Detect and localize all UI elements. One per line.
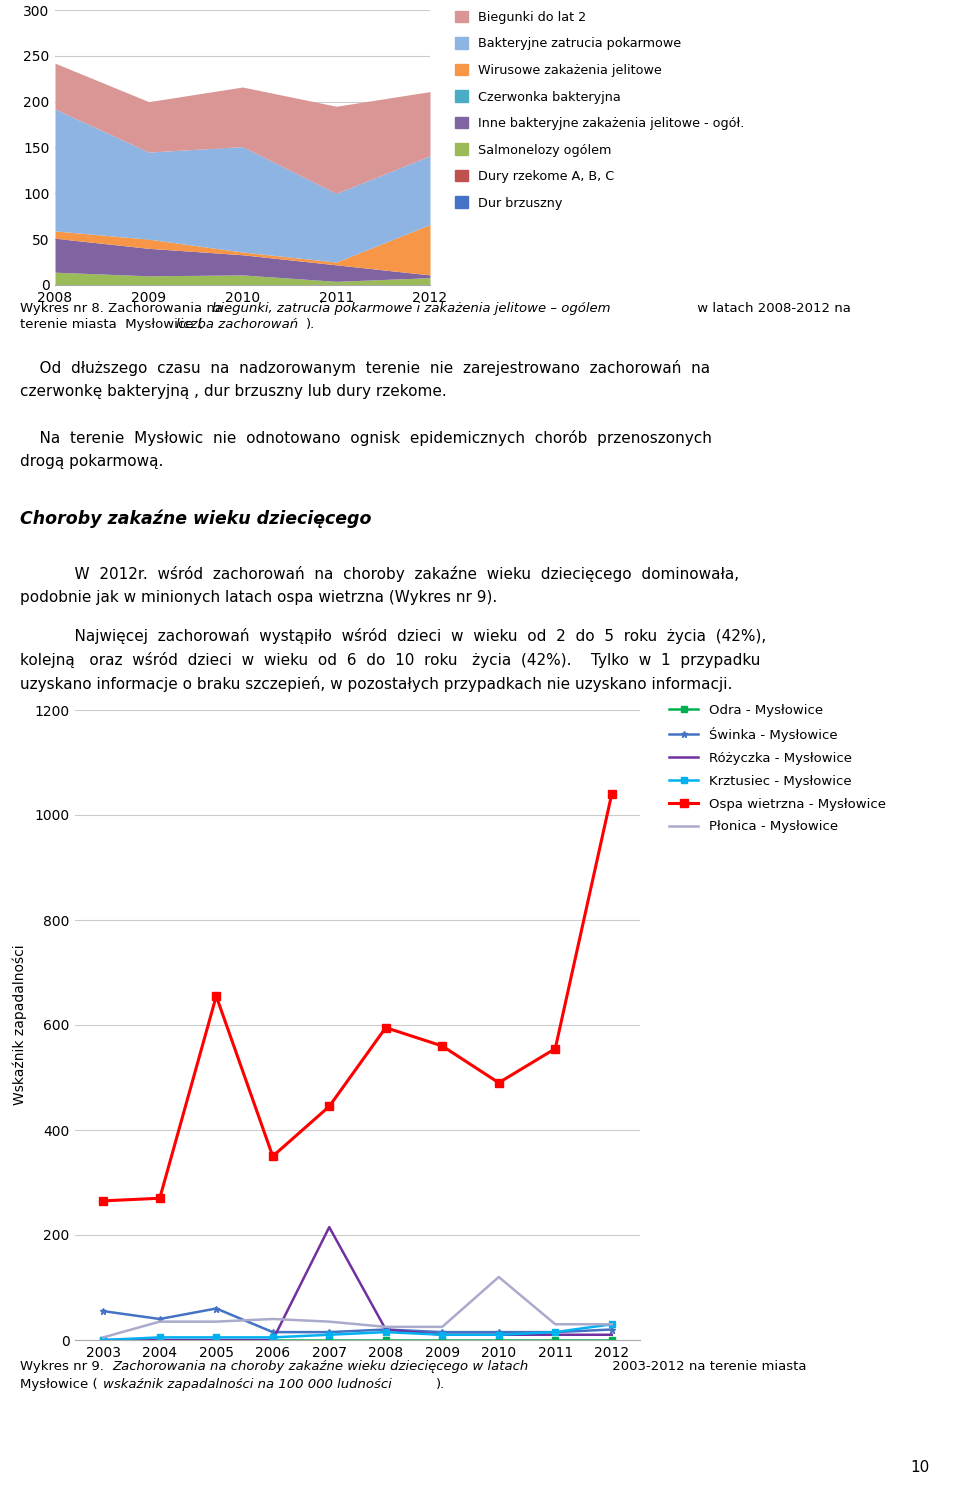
Text: W  2012r.  wśród  zachorowań  na  choroby  zakaźne  wieku  dziecięcego  dominowa: W 2012r. wśród zachorowań na choroby zak… — [55, 565, 739, 582]
Ospa wietrzna - Mysłowice — [210, 987, 222, 1005]
Różyczka - Mysłowice — [493, 1325, 505, 1343]
Text: 2003-2012 na terenie miasta: 2003-2012 na terenie miasta — [608, 1360, 806, 1373]
Line: Świnka - Mysłowice: Świnka - Mysłowice — [100, 1305, 615, 1336]
Text: terenie miasta  Mysłowice (: terenie miasta Mysłowice ( — [20, 319, 203, 331]
Krztusiec - Mysłowice — [154, 1328, 165, 1346]
Płonica - Mysłowice — [210, 1312, 222, 1330]
Świnka - Mysłowice — [493, 1322, 505, 1340]
Płonica - Mysłowice — [493, 1269, 505, 1287]
Ospa wietrzna - Mysłowice — [493, 1074, 505, 1092]
Różyczka - Mysłowice — [380, 1321, 392, 1339]
Text: Mysłowice (: Mysłowice ( — [20, 1378, 98, 1391]
Ospa wietrzna - Mysłowice — [324, 1098, 335, 1116]
Krztusiec - Mysłowice — [98, 1331, 109, 1349]
Krztusiec - Mysłowice — [549, 1322, 561, 1340]
Odra - Mysłowice — [493, 1331, 505, 1349]
Krztusiec - Mysłowice — [380, 1322, 392, 1340]
Odra - Mysłowice — [267, 1331, 278, 1349]
Text: Wykres nr 8. Zachorowania na: Wykres nr 8. Zachorowania na — [20, 302, 228, 316]
Text: ).: ). — [436, 1378, 445, 1391]
Różyczka - Mysłowice — [606, 1325, 617, 1343]
Legend: Biegunki do lat 2, Bakteryjne zatrucia pokarmowe, Wirusowe zakażenia jelitowe, C: Biegunki do lat 2, Bakteryjne zatrucia p… — [455, 10, 745, 209]
Text: kolejną   oraz  wśród  dzieci  w  wieku  od  6  do  10  roku   życia  (42%).    : kolejną oraz wśród dzieci w wieku od 6 d… — [20, 652, 760, 669]
Krztusiec - Mysłowice — [267, 1328, 278, 1346]
Text: Najwięcej  zachorowań  wystąpiło  wśród  dzieci  w  wieku  od  2  do  5  roku  ż: Najwięcej zachorowań wystąpiło wśród dzi… — [55, 628, 766, 643]
Legend: Odra - Mysłowice, Świnka - Mysłowice, Różyczka - Mysłowice, Krztusiec - Mysłowic: Odra - Mysłowice, Świnka - Mysłowice, Ró… — [669, 705, 886, 833]
Krztusiec - Mysłowice — [210, 1328, 222, 1346]
Text: drogą pokarmową.: drogą pokarmową. — [20, 453, 163, 470]
Różyczka - Mysłowice — [98, 1331, 109, 1349]
Text: liczba zachorowań: liczba zachorowań — [176, 319, 299, 331]
Line: Różyczka - Mysłowice: Różyczka - Mysłowice — [104, 1227, 612, 1340]
Line: Ospa wietrzna - Mysłowice: Ospa wietrzna - Mysłowice — [99, 790, 616, 1206]
Odra - Mysłowice — [606, 1331, 617, 1349]
Płonica - Mysłowice — [98, 1328, 109, 1346]
Krztusiec - Mysłowice — [493, 1325, 505, 1343]
Różyczka - Mysłowice — [549, 1325, 561, 1343]
Text: Zachorowania na choroby zakaźne wieku dziecięcego w latach: Zachorowania na choroby zakaźne wieku dz… — [112, 1360, 528, 1373]
Płonica - Mysłowice — [437, 1318, 448, 1336]
Krztusiec - Mysłowice — [437, 1325, 448, 1343]
Płonica - Mysłowice — [324, 1312, 335, 1330]
Ospa wietrzna - Mysłowice — [437, 1037, 448, 1055]
Różyczka - Mysłowice — [437, 1325, 448, 1343]
Płonica - Mysłowice — [380, 1318, 392, 1336]
Text: 10: 10 — [911, 1460, 930, 1475]
Świnka - Mysłowice — [267, 1322, 278, 1340]
Krztusiec - Mysłowice — [606, 1315, 617, 1333]
Świnka - Mysłowice — [154, 1310, 165, 1328]
Text: wskaźnik zapadalności na 100 000 ludności: wskaźnik zapadalności na 100 000 ludnośc… — [103, 1378, 392, 1391]
Text: Od  dłuższego  czasu  na  nadzorowanym  terenie  nie  zarejestrowano  zachorowań: Od dłuższego czasu na nadzorowanym teren… — [20, 361, 710, 375]
Odra - Mysłowice — [324, 1331, 335, 1349]
Ospa wietrzna - Mysłowice — [154, 1189, 165, 1207]
Różyczka - Mysłowice — [324, 1218, 335, 1236]
Text: czerwonkę bakteryjną , dur brzuszny lub dury rzekome.: czerwonkę bakteryjną , dur brzuszny lub … — [20, 384, 446, 399]
Text: uzyskano informacje o braku szczepień, w pozostałych przypadkach nie uzyskano in: uzyskano informacje o braku szczepień, w… — [20, 676, 732, 693]
Płonica - Mysłowice — [267, 1310, 278, 1328]
Text: biegunki, zatrucia pokarmowe i zakażenia jelitowe – ogólem: biegunki, zatrucia pokarmowe i zakażenia… — [212, 302, 611, 316]
Odra - Mysłowice — [98, 1331, 109, 1349]
Text: podobnie jak w minionych latach ospa wietrzna (Wykres nr 9).: podobnie jak w minionych latach ospa wie… — [20, 589, 497, 604]
Świnka - Mysłowice — [98, 1302, 109, 1319]
Text: Na  terenie  Mysłowic  nie  odnotowano  ognisk  epidemicznych  chorób  przenoszo: Na terenie Mysłowic nie odnotowano ognis… — [20, 429, 712, 446]
Świnka - Mysłowice — [606, 1321, 617, 1339]
Ospa wietrzna - Mysłowice — [606, 785, 617, 803]
Odra - Mysłowice — [549, 1331, 561, 1349]
Różyczka - Mysłowice — [210, 1331, 222, 1349]
Ospa wietrzna - Mysłowice — [380, 1019, 392, 1037]
Odra - Mysłowice — [380, 1331, 392, 1349]
Świnka - Mysłowice — [324, 1322, 335, 1340]
Line: Odra - Mysłowice: Odra - Mysłowice — [100, 1336, 615, 1343]
Ospa wietrzna - Mysłowice — [98, 1192, 109, 1210]
Text: ).: ). — [306, 319, 315, 331]
Świnka - Mysłowice — [380, 1321, 392, 1339]
Text: Choroby zakaźne wieku dziecięcego: Choroby zakaźne wieku dziecięcego — [20, 510, 372, 528]
Line: Płonica - Mysłowice: Płonica - Mysłowice — [104, 1278, 612, 1337]
Ospa wietrzna - Mysłowice — [267, 1147, 278, 1165]
Odra - Mysłowice — [154, 1331, 165, 1349]
Różyczka - Mysłowice — [267, 1331, 278, 1349]
Y-axis label: Wskaźnik zapadalności: Wskaźnik zapadalności — [12, 944, 28, 1106]
Płonica - Mysłowice — [549, 1315, 561, 1333]
Świnka - Mysłowice — [437, 1322, 448, 1340]
Świnka - Mysłowice — [210, 1300, 222, 1318]
Płonica - Mysłowice — [606, 1315, 617, 1333]
Świnka - Mysłowice — [549, 1322, 561, 1340]
Line: Krztusiec - Mysłowice: Krztusiec - Mysłowice — [100, 1321, 615, 1343]
Krztusiec - Mysłowice — [324, 1325, 335, 1343]
Odra - Mysłowice — [210, 1331, 222, 1349]
Text: w latach 2008-2012 na: w latach 2008-2012 na — [693, 302, 851, 316]
Różyczka - Mysłowice — [154, 1331, 165, 1349]
Odra - Mysłowice — [437, 1331, 448, 1349]
Text: Wykres nr 9.: Wykres nr 9. — [20, 1360, 108, 1373]
Ospa wietrzna - Mysłowice — [549, 1040, 561, 1058]
Płonica - Mysłowice — [154, 1312, 165, 1330]
